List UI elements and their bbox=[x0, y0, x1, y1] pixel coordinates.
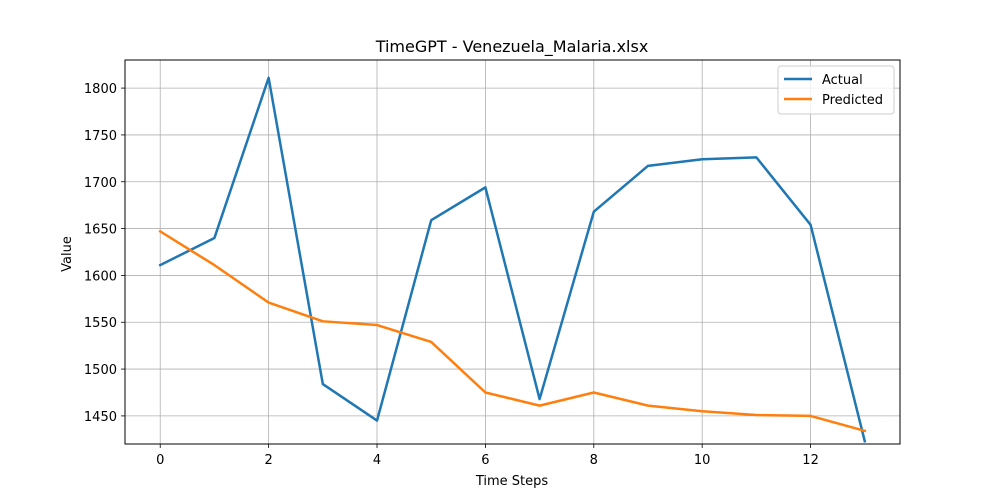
y-axis-label: Value bbox=[60, 236, 75, 272]
series-lines bbox=[158, 76, 867, 443]
y-tick-label: 1800 bbox=[84, 82, 117, 97]
series-line-actual bbox=[158, 76, 867, 443]
series-line-predicted bbox=[158, 229, 867, 433]
x-tick-label: 8 bbox=[590, 453, 598, 468]
legend: Actual Predicted bbox=[777, 65, 895, 115]
y-tick-label: 1550 bbox=[84, 316, 117, 331]
y-tick-label: 1750 bbox=[84, 129, 117, 144]
y-tick-label: 1650 bbox=[84, 223, 117, 238]
x-axis-ticks: 0 2 4 6 8 10 12 bbox=[156, 444, 819, 468]
y-tick-label: 1600 bbox=[84, 269, 117, 284]
legend-label-predicted: Predicted bbox=[822, 93, 883, 108]
x-tick-label: 0 bbox=[156, 453, 164, 468]
x-tick-label: 6 bbox=[481, 453, 489, 468]
x-tick-label: 10 bbox=[694, 453, 711, 468]
grid bbox=[125, 60, 900, 444]
y-tick-label: 1450 bbox=[84, 410, 117, 425]
y-tick-label: 1700 bbox=[84, 176, 117, 191]
chart-title: TimeGPT - Venezuela_Malaria.xlsx bbox=[375, 37, 649, 57]
legend-label-actual: Actual bbox=[822, 73, 863, 88]
x-tick-label: 4 bbox=[373, 453, 381, 468]
x-axis-label: Time Steps bbox=[475, 474, 549, 489]
plot-frame bbox=[124, 59, 901, 445]
x-tick-label: 12 bbox=[802, 453, 819, 468]
x-tick-label: 2 bbox=[264, 453, 272, 468]
y-axis-ticks: 1450 1500 1550 1600 1650 1700 1750 1800 bbox=[84, 82, 125, 425]
y-tick-label: 1500 bbox=[84, 363, 117, 378]
